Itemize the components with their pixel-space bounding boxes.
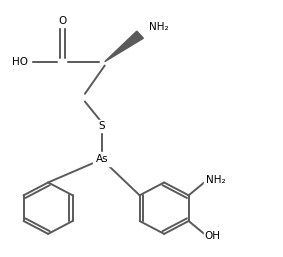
Text: NH₂: NH₂ xyxy=(149,22,168,32)
Text: OH: OH xyxy=(205,232,221,241)
Text: NH₂: NH₂ xyxy=(206,175,225,185)
Text: O: O xyxy=(58,16,67,25)
Text: HO: HO xyxy=(12,57,28,67)
FancyBboxPatch shape xyxy=(95,120,109,132)
Text: S: S xyxy=(98,121,105,131)
Polygon shape xyxy=(105,31,143,62)
FancyBboxPatch shape xyxy=(8,54,31,69)
FancyBboxPatch shape xyxy=(204,173,227,186)
FancyBboxPatch shape xyxy=(147,21,170,33)
Text: As: As xyxy=(96,154,108,164)
FancyBboxPatch shape xyxy=(55,14,69,27)
FancyBboxPatch shape xyxy=(93,152,111,167)
FancyBboxPatch shape xyxy=(204,230,221,243)
